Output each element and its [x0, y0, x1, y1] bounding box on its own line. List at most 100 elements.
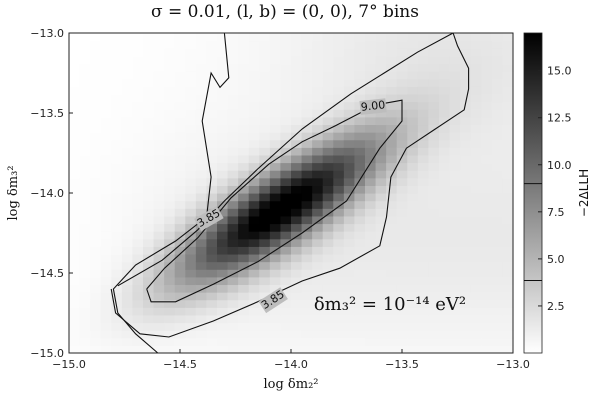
heatmap-cell [227, 71, 239, 80]
heatmap-cell [417, 322, 430, 331]
y-axis-label: log δm₃² [6, 165, 21, 220]
heatmap-cell [185, 345, 197, 354]
heatmap-cell [417, 208, 430, 217]
heatmap-cell [248, 170, 260, 179]
heatmap-cell [280, 215, 292, 225]
heatmap-cell [206, 93, 218, 103]
heatmap-cell [195, 185, 208, 194]
heatmap-cell [470, 40, 482, 49]
heatmap-cell [470, 177, 482, 186]
heatmap-cell [312, 71, 324, 80]
heatmap-cell [132, 177, 144, 186]
heatmap-cell [227, 154, 239, 164]
heatmap-cell [460, 292, 472, 301]
heatmap-cell [100, 177, 112, 186]
heatmap-cell [365, 177, 377, 186]
heatmap-cell [386, 78, 398, 87]
heatmap-cell [259, 231, 271, 240]
heatmap-cell [481, 139, 493, 148]
heatmap-cell [417, 55, 430, 65]
heatmap-cell [269, 86, 282, 95]
heatmap-cell [449, 116, 461, 126]
heatmap-cell [301, 276, 313, 286]
heatmap-cell [375, 337, 387, 346]
heatmap-cell [417, 93, 430, 103]
heatmap-cell [269, 193, 282, 202]
heatmap-cell [291, 269, 303, 278]
heatmap-cell [238, 71, 250, 80]
heatmap-cell [291, 86, 303, 95]
heatmap-cell [185, 314, 197, 324]
heatmap-cell [301, 63, 313, 72]
heatmap-cell [428, 185, 440, 194]
heatmap-cell [428, 40, 440, 49]
heatmap-cell [90, 154, 102, 164]
heatmap-cell [491, 162, 504, 171]
heatmap-cell [439, 170, 451, 179]
heatmap-cell [269, 78, 282, 87]
heatmap-cell [164, 292, 176, 301]
heatmap-cell [407, 246, 419, 255]
heatmap-cell [121, 63, 134, 72]
heatmap-cell [333, 307, 345, 316]
heatmap-cell [301, 193, 313, 202]
heatmap-cell [100, 200, 112, 209]
heatmap-cell [470, 185, 482, 194]
heatmap-cell [322, 314, 334, 324]
colorbar [523, 32, 543, 354]
heatmap-cell [460, 132, 472, 141]
heatmap-cell [291, 223, 303, 232]
heatmap-cell [174, 55, 186, 65]
heatmap-cell [301, 185, 313, 194]
heatmap-cell [111, 284, 123, 293]
heatmap-cell [238, 147, 250, 156]
heatmap-cell [491, 71, 504, 80]
heatmap-cell [238, 292, 250, 301]
heatmap-cell [121, 132, 134, 141]
heatmap-cell [396, 132, 408, 141]
heatmap-cell [502, 78, 514, 87]
heatmap-cell [301, 93, 313, 103]
heatmap-cell [481, 284, 493, 293]
heatmap-cell [69, 177, 81, 186]
heatmap-cell [259, 109, 271, 118]
heatmap-cell [259, 162, 271, 171]
heatmap-cell [100, 292, 112, 301]
heatmap-cell [354, 269, 366, 278]
heatmap-cell [217, 330, 229, 339]
heatmap-cell [280, 162, 292, 171]
heatmap-cell [439, 299, 451, 308]
heatmap-cell [143, 71, 155, 80]
heatmap-cell [481, 200, 493, 209]
heatmap-cell [470, 215, 482, 225]
heatmap-cell [396, 269, 408, 278]
heatmap-cell [259, 253, 271, 263]
heatmap-cell [396, 162, 408, 171]
heatmap-cell [502, 246, 514, 255]
heatmap-cell [375, 170, 387, 179]
heatmap-cell [174, 238, 186, 247]
heatmap-cell [502, 71, 514, 80]
heatmap-cell [439, 314, 451, 324]
heatmap-cell [90, 193, 102, 202]
heatmap-cell [185, 193, 197, 202]
heatmap-cell [386, 33, 398, 42]
heatmap-cell [269, 71, 282, 80]
heatmap-cell [312, 322, 324, 331]
heatmap-cell [238, 223, 250, 232]
heatmap-cell [111, 276, 123, 286]
heatmap-cell [333, 246, 345, 255]
heatmap-cell [238, 276, 250, 286]
heatmap-cell [100, 40, 112, 49]
heatmap-cell [132, 162, 144, 171]
heatmap-cell [100, 284, 112, 293]
heatmap-cell [153, 40, 165, 49]
heatmap-cell [407, 55, 419, 65]
heatmap-cell [407, 337, 419, 346]
heatmap-cell [69, 276, 81, 286]
heatmap-cell [312, 177, 324, 186]
heatmap-cell [111, 132, 123, 141]
heatmap-cell [164, 299, 176, 308]
heatmap-cell [333, 177, 345, 186]
heatmap-cell [343, 116, 356, 126]
